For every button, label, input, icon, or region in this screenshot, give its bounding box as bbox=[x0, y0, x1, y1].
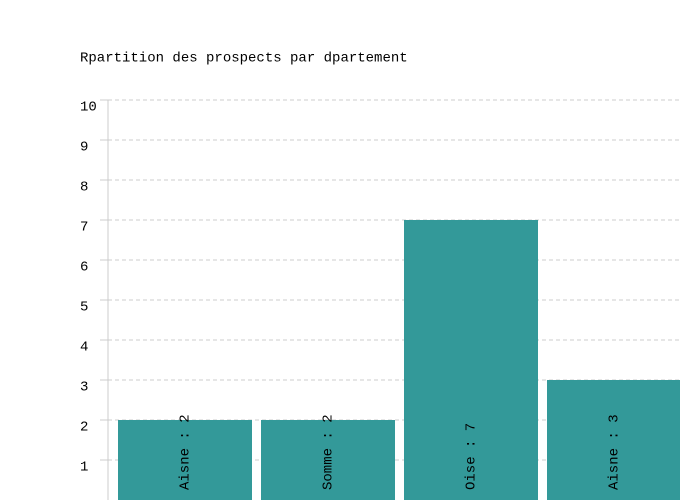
value-label: Aisne : 3 bbox=[607, 414, 623, 490]
value-label: Oise : 7 bbox=[464, 423, 480, 490]
y-tick-label: 3 bbox=[80, 380, 88, 396]
y-tick-label: 4 bbox=[80, 340, 88, 356]
y-tick-label: 5 bbox=[80, 300, 88, 316]
bar bbox=[404, 220, 538, 500]
y-tick-label: 1 bbox=[80, 460, 88, 476]
bar bbox=[118, 420, 252, 500]
y-tick-label: 7 bbox=[80, 220, 88, 236]
bar bbox=[547, 380, 680, 500]
y-tick-label: 10 bbox=[80, 100, 97, 116]
y-tick-label: 6 bbox=[80, 260, 88, 276]
chart-title: Rpartition des prospects par dpartement bbox=[80, 51, 408, 67]
value-label: Aisne : 2 bbox=[178, 414, 194, 490]
y-tick-label: 2 bbox=[80, 420, 88, 436]
y-tick-label: 8 bbox=[80, 180, 88, 196]
bar bbox=[261, 420, 395, 500]
y-tick-label: 9 bbox=[80, 140, 88, 156]
value-label: Somme : 2 bbox=[321, 414, 337, 490]
